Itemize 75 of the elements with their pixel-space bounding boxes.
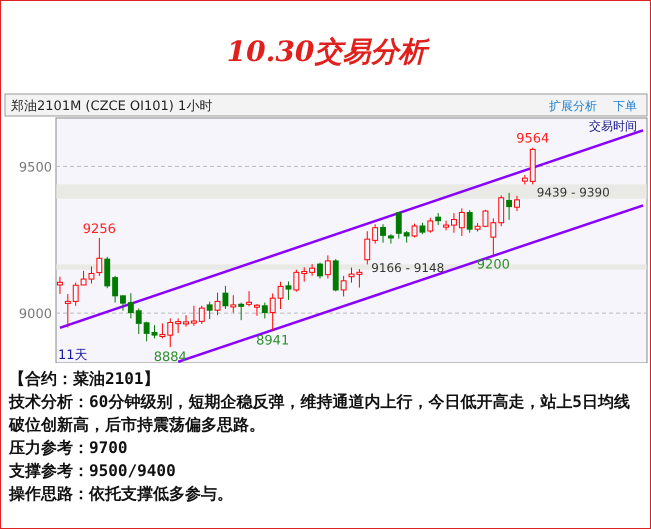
candlestick	[159, 322, 166, 339]
candlestick	[380, 224, 386, 244]
candlestick	[293, 269, 300, 292]
candlestick	[348, 267, 354, 284]
candlestick	[270, 292, 276, 331]
candlestick	[88, 266, 94, 284]
candlestick	[412, 223, 418, 238]
text: 支撑参考：9500/9400	[9, 460, 177, 482]
candlestick	[183, 314, 189, 328]
candlestick	[262, 302, 268, 319]
candlestick	[72, 282, 79, 306]
candlestick	[144, 321, 150, 342]
candlestick	[175, 318, 182, 334]
text: 压力参考：9700	[9, 437, 129, 459]
candlestick	[120, 294, 126, 312]
chart-title: 10.30交易分析	[226, 34, 431, 70]
candlestick	[238, 302, 244, 321]
candlestick	[230, 294, 236, 314]
candlestick	[466, 210, 473, 234]
candlestick	[128, 292, 134, 319]
candlestick	[136, 308, 142, 334]
candlestick	[324, 254, 331, 279]
candlestick	[317, 262, 323, 279]
candlestick	[96, 238, 102, 276]
candlestick	[286, 280, 292, 300]
candlestick	[372, 224, 378, 244]
annotation: 8941	[256, 333, 290, 348]
y-tick-label: 9500	[18, 160, 52, 176]
candlestick	[222, 285, 228, 310]
text: 技术分析：60分钟级别，短期企稳反弹，维持通道内上行，今日低开高走，站上5日均线破位创新高，后市持震荡偏多思路。	[9, 391, 631, 436]
candlestick	[254, 304, 260, 316]
band-label: 9439 - 9390	[536, 186, 610, 200]
candlestick	[206, 301, 213, 320]
candlestick	[112, 275, 118, 304]
candlestick	[435, 212, 442, 226]
candlestick	[514, 195, 520, 212]
y-tick-label: 9000	[18, 307, 52, 322]
text: 【合约：菜油2101】	[9, 368, 161, 390]
candlestick	[427, 217, 434, 234]
annotation: 9200	[476, 257, 510, 272]
candlestick	[64, 294, 71, 328]
annotation: 11天	[58, 348, 88, 363]
candlestick	[246, 290, 252, 307]
candlestick	[419, 222, 426, 235]
candlestick	[490, 218, 496, 255]
annotation: 8884	[154, 350, 187, 366]
candlestick	[443, 220, 450, 231]
candlestick	[364, 230, 370, 265]
candlestick	[340, 275, 347, 297]
candlestick	[152, 324, 158, 339]
candlestick	[522, 174, 528, 185]
text: 扩展分析	[549, 99, 597, 113]
candlestick	[396, 212, 402, 240]
candlestick	[482, 209, 488, 228]
candlestick	[278, 281, 284, 310]
candlestick	[167, 318, 174, 348]
candlestick	[198, 305, 205, 324]
candlestick	[450, 212, 457, 234]
text: 操作思路：依托支撑低多参与。	[9, 483, 234, 505]
text: 下单	[613, 99, 637, 113]
annotation: 9256	[82, 222, 116, 238]
chart-subtitle: 郑油2101M (CZCE OI101) 1小时	[11, 99, 212, 114]
candlestick	[356, 268, 362, 288]
candlestick	[190, 305, 197, 326]
candlestick	[506, 192, 512, 220]
candlestick	[301, 266, 308, 282]
candlestick	[309, 264, 316, 276]
candlestick	[80, 270, 87, 286]
candlestick	[214, 292, 220, 316]
annotation: 9564	[516, 132, 550, 147]
annotation: 交易时间	[589, 119, 637, 133]
candlestick	[404, 230, 410, 244]
band-label: 9166 - 9148	[371, 261, 444, 276]
candlestick	[458, 208, 465, 236]
candlestick	[388, 234, 394, 244]
